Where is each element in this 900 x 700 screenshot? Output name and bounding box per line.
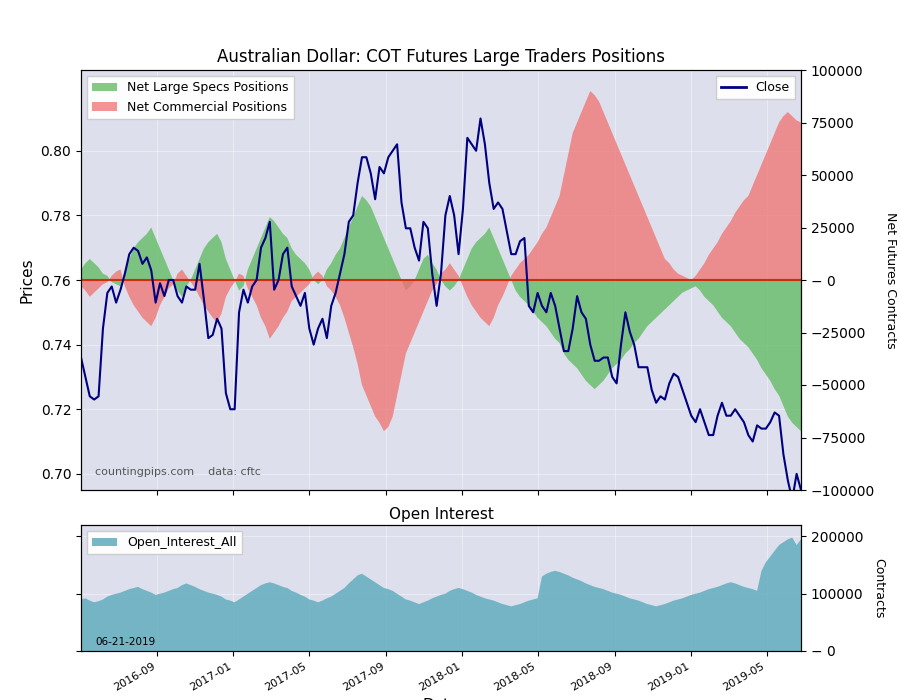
Text: 06-21-2019: 06-21-2019 — [95, 637, 156, 647]
X-axis label: Date: Date — [423, 698, 459, 700]
Y-axis label: Contracts: Contracts — [873, 558, 886, 618]
Legend: Net Large Specs Positions, Net Commercial Positions: Net Large Specs Positions, Net Commercia… — [87, 76, 293, 118]
Legend: Open_Interest_All: Open_Interest_All — [87, 531, 242, 554]
Y-axis label: Net Futures Contracts: Net Futures Contracts — [884, 211, 897, 349]
Title: Australian Dollar: COT Futures Large Traders Positions: Australian Dollar: COT Futures Large Tra… — [217, 48, 665, 66]
Text: countingpips.com    data: cftc: countingpips.com data: cftc — [95, 468, 261, 477]
Legend: Close: Close — [716, 76, 795, 99]
Title: Open Interest: Open Interest — [389, 508, 493, 522]
Y-axis label: Prices: Prices — [20, 257, 35, 303]
